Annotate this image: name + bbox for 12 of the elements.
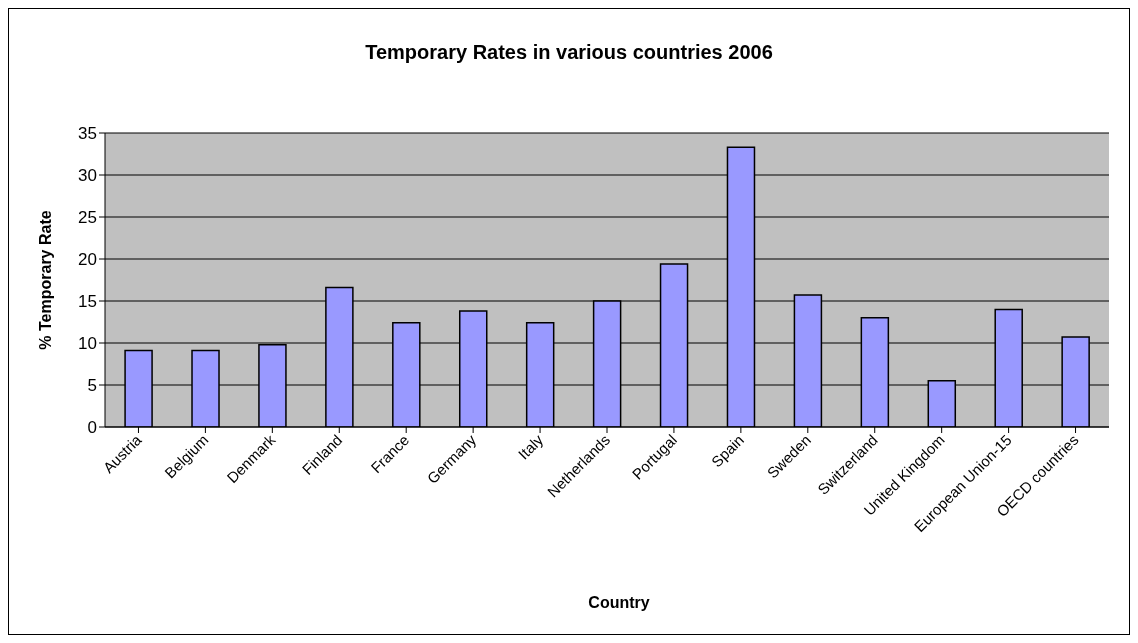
y-tick-label: 5	[87, 376, 97, 396]
y-tick-label: 35	[78, 124, 97, 144]
y-tick-label: 30	[78, 166, 97, 186]
y-axis-title: % Temporary Rate	[36, 210, 54, 350]
x-axis-title: Country	[587, 594, 651, 612]
x-tick-label: Italy	[514, 430, 547, 463]
chart-title: Temporary Rates in various countries 2006	[364, 40, 774, 65]
y-tick-label: 10	[78, 334, 97, 354]
y-tick-label: 15	[78, 292, 97, 312]
y-tick-label: 25	[78, 208, 97, 228]
y-tick-label: 0	[87, 418, 97, 438]
y-tick-label: 20	[78, 250, 97, 270]
